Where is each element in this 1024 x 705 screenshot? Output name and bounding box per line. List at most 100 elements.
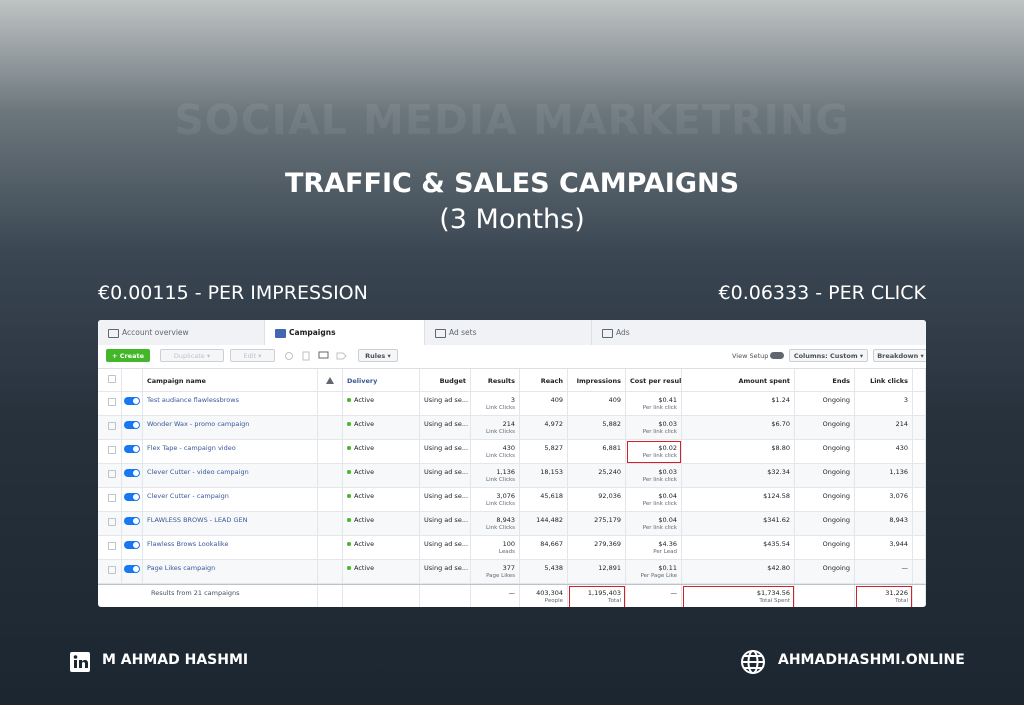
toggle[interactable] xyxy=(124,421,140,429)
unit: Per link click xyxy=(642,453,677,459)
column-label[interactable]: Impressions xyxy=(576,377,621,385)
campaign-name[interactable]: Flawless Brows Lookalike xyxy=(147,540,229,548)
edit-button[interactable]: Edit ▾ xyxy=(230,349,275,362)
toggle[interactable] xyxy=(124,517,140,525)
column-label[interactable]: Amount spent xyxy=(738,377,790,385)
tab[interactable]: Campaigns xyxy=(265,320,425,345)
create-button[interactable]: + Create xyxy=(106,349,150,362)
duplicate-button[interactable]: Duplicate ▾ xyxy=(160,349,224,362)
cell: Using ad se... xyxy=(420,488,471,512)
toggle[interactable] xyxy=(124,493,140,501)
cell xyxy=(318,416,343,440)
cell: Using ad se... xyxy=(420,512,471,536)
campaign-name[interactable]: FLAWLESS BROWS - LEAD GEN xyxy=(147,516,248,524)
cell: 409 xyxy=(520,392,568,416)
unit: Link Clicks xyxy=(486,429,515,435)
cell: Active xyxy=(343,416,420,440)
checkbox[interactable] xyxy=(108,446,116,454)
campaign-row: Test audiance flawlessbrows Active Using a… xyxy=(98,392,926,416)
column-label[interactable]: Results xyxy=(487,377,515,385)
campaign-name[interactable]: Flex Tape - campaign video xyxy=(147,444,236,452)
cell: Ongoing xyxy=(795,440,855,464)
toggle[interactable] xyxy=(124,397,140,405)
cell: 18,153 xyxy=(520,464,568,488)
column-label[interactable]: Ends xyxy=(832,377,850,385)
view-setup-toggle[interactable] xyxy=(770,352,784,359)
spent: $341.62 xyxy=(763,516,790,524)
campaign-name[interactable]: Clever Cutter - campaign xyxy=(147,492,229,500)
budget: Using ad se... xyxy=(424,420,469,428)
budget: Using ad se... xyxy=(424,564,469,572)
columns-button[interactable]: Columns: Custom ▾ xyxy=(789,349,868,362)
column-label[interactable]: Reach xyxy=(540,377,563,385)
button-label: Rules xyxy=(365,352,386,360)
cell: Active xyxy=(343,392,420,416)
checkbox[interactable] xyxy=(108,566,116,574)
tab[interactable]: Ad sets xyxy=(425,320,592,345)
tab[interactable]: Account overview xyxy=(98,320,265,345)
checkbox[interactable] xyxy=(108,398,116,406)
column-label[interactable]: Delivery xyxy=(347,377,378,385)
cell: 6,881 xyxy=(568,440,626,464)
delivery: Active xyxy=(354,468,375,476)
checkbox[interactable] xyxy=(108,375,116,383)
link_clicks: 8,943 xyxy=(889,516,908,524)
cell xyxy=(913,464,926,488)
unit: Link Clicks xyxy=(486,477,515,483)
impressions: 12,891 xyxy=(598,564,621,572)
cost: $0.11 xyxy=(658,564,677,572)
cell xyxy=(913,488,926,512)
cell: $0.41 Per link click xyxy=(626,392,682,416)
toggle[interactable] xyxy=(124,541,140,549)
cell: 8,943 xyxy=(855,512,913,536)
column-label[interactable]: Link clicks xyxy=(870,377,908,385)
view-setup-label: View Setup xyxy=(732,352,769,360)
checkbox[interactable] xyxy=(108,494,116,502)
toggle[interactable] xyxy=(124,565,140,573)
cell: $1,734.56 Total Spent xyxy=(682,585,795,607)
cell: 214 Link Clicks xyxy=(471,416,520,440)
cell: 144,482 xyxy=(520,512,568,536)
unit: Leads xyxy=(498,549,515,555)
checkbox[interactable] xyxy=(108,518,116,526)
header-cell: Delivery xyxy=(343,369,420,393)
link_clicks: 31,226 xyxy=(885,589,908,597)
unit: Total Spent xyxy=(759,598,790,604)
breakdown-button[interactable]: Breakdown ▾ xyxy=(873,349,926,362)
column-label[interactable]: Cost per result xyxy=(630,377,682,385)
cell: Active xyxy=(343,536,420,560)
campaign-name[interactable]: Page Likes campaign xyxy=(147,564,216,572)
column-label[interactable]: Campaign name xyxy=(147,377,206,385)
cell xyxy=(913,560,926,584)
header-cell: Link clicks xyxy=(855,369,913,393)
link_clicks: 3,944 xyxy=(889,540,908,548)
header-cell: Ends xyxy=(795,369,855,393)
cell xyxy=(122,416,143,440)
toggle[interactable] xyxy=(124,469,140,477)
checkbox[interactable] xyxy=(108,422,116,430)
ends: Ongoing xyxy=(822,396,850,404)
spent: $435.54 xyxy=(763,540,790,548)
cell: $4.36 Per Lead xyxy=(626,536,682,560)
column-label[interactable]: Budget xyxy=(439,377,466,385)
campaign-table: Campaign name Delivery Budget Results Reach I… xyxy=(98,368,926,607)
toggle[interactable] xyxy=(124,445,140,453)
campaign-name[interactable]: Test audiance flawlessbrows xyxy=(147,396,239,404)
checkbox[interactable] xyxy=(108,470,116,478)
tab-label: Ad sets xyxy=(449,328,477,337)
view-setup[interactable]: View Setup xyxy=(732,352,768,360)
campaign-name[interactable]: Clever Cutter - video campaign xyxy=(147,468,249,476)
campaign-name[interactable]: Wonder Wax - promo campaign xyxy=(147,420,250,428)
results: 3,076 xyxy=(496,492,515,500)
results: 3 xyxy=(510,396,515,404)
budget: Using ad se... xyxy=(424,540,469,548)
tab[interactable]: Ads xyxy=(592,320,926,345)
delivery: Active xyxy=(354,516,375,524)
reach: 5,827 xyxy=(544,444,563,452)
cell: — xyxy=(471,585,520,607)
cell: $435.54 xyxy=(682,536,795,560)
checkbox[interactable] xyxy=(108,542,116,550)
rules-button[interactable]: Rules ▾ xyxy=(358,349,398,362)
cell: 45,618 xyxy=(520,488,568,512)
impressions: 5,882 xyxy=(602,420,621,428)
